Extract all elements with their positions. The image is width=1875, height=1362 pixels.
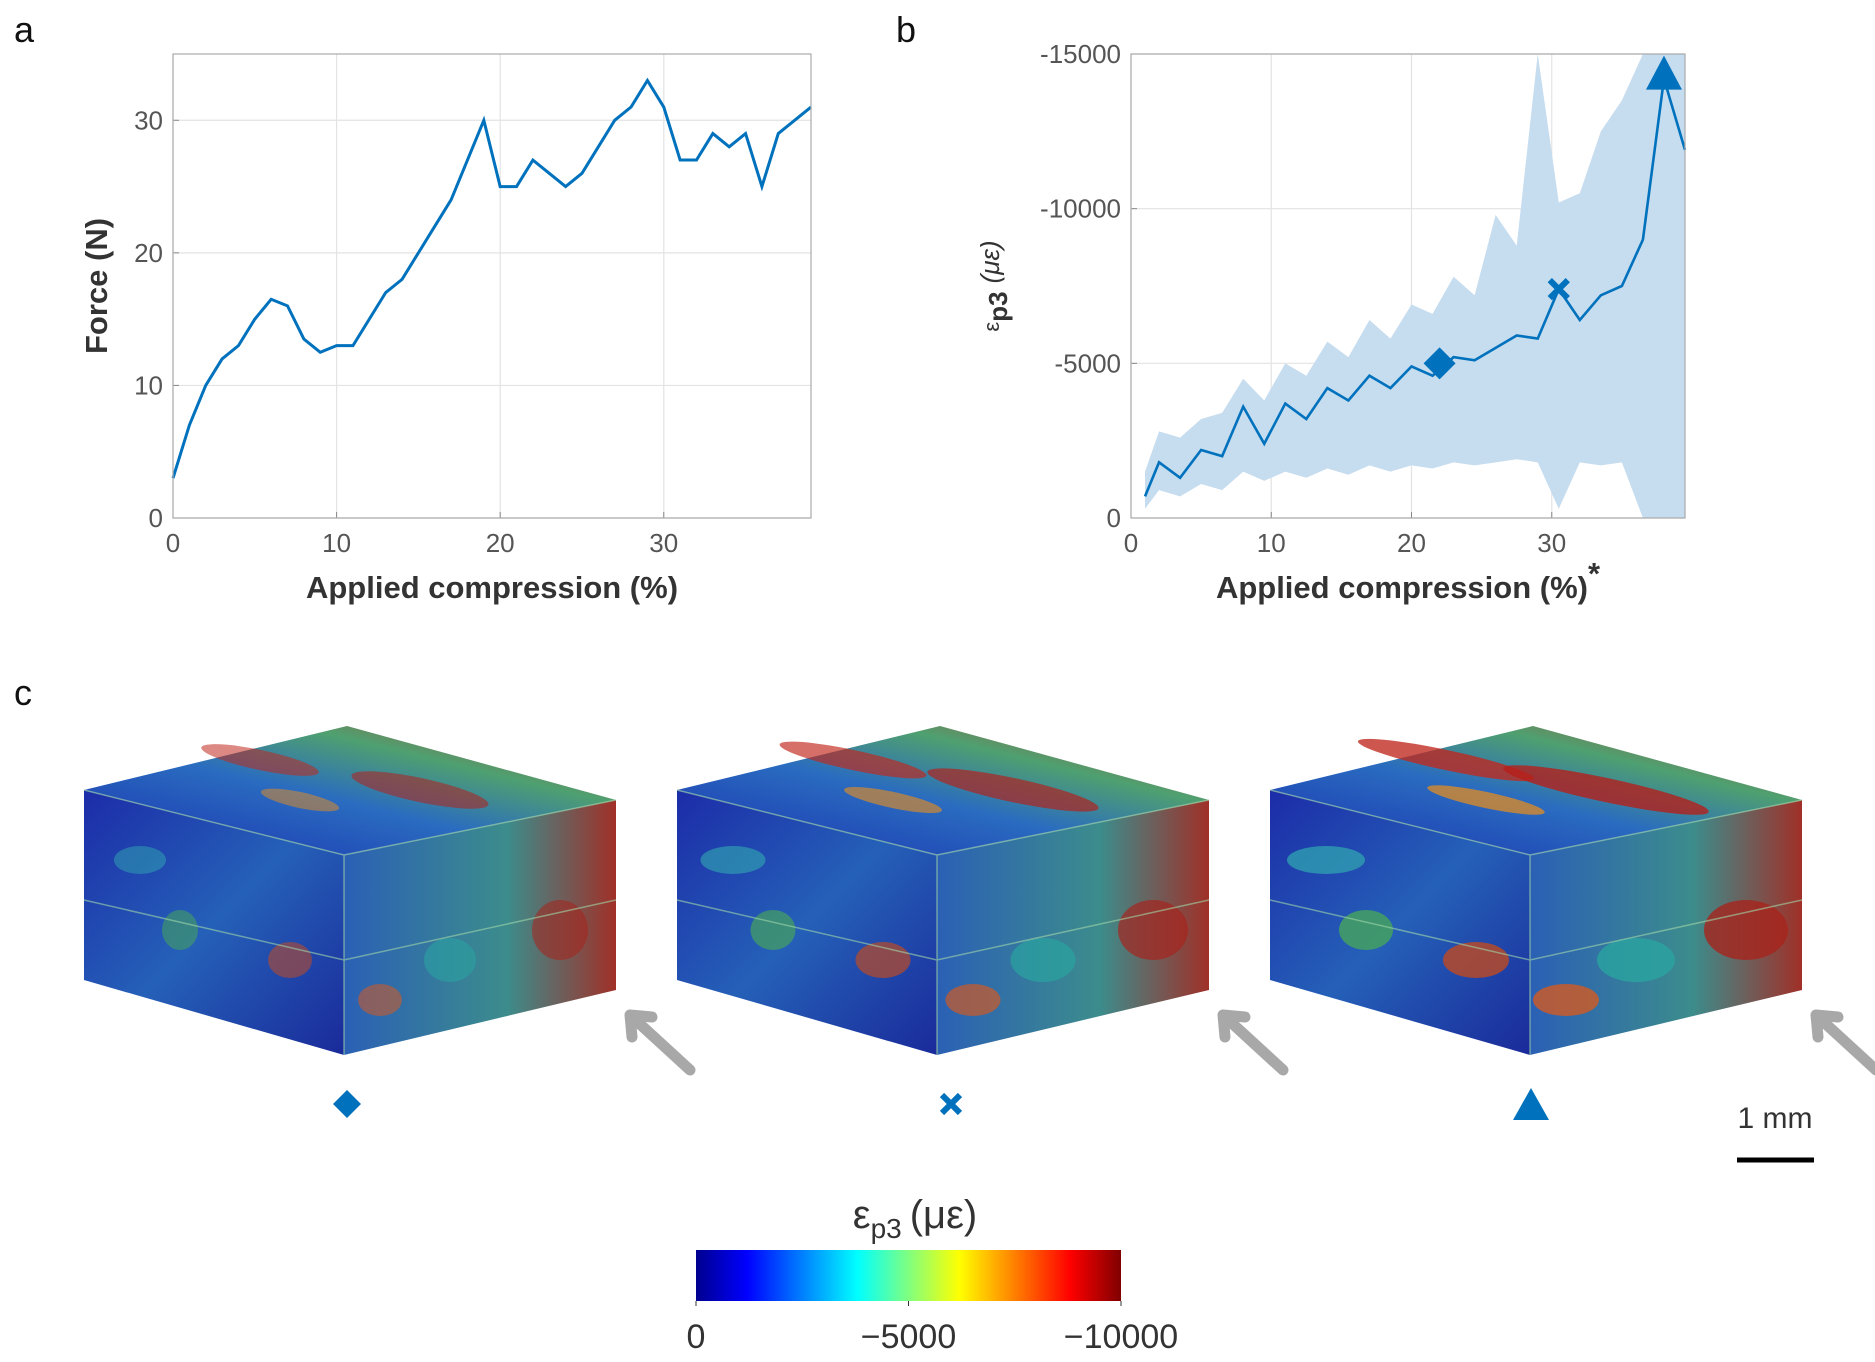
colorbar-title: εp3 (με) — [853, 1193, 978, 1244]
strain-blob — [779, 741, 927, 779]
confidence-band — [1145, 54, 1685, 518]
panel-label: b — [896, 9, 916, 50]
x-tick-label: 20 — [486, 528, 515, 558]
arrow — [1810, 1009, 1875, 1076]
y-tick-label: -10000 — [1040, 194, 1121, 224]
colorbar-tick-label: −10000 — [1064, 1318, 1178, 1356]
arrow — [1217, 1009, 1289, 1076]
panel-label: c — [14, 672, 32, 713]
y-tick-label: -5000 — [1055, 348, 1122, 378]
volume-right-face — [937, 800, 1209, 1055]
strain-blob — [1118, 900, 1188, 960]
colorbar-subscript: p3 — [871, 1213, 902, 1244]
marker-cross — [1547, 277, 1570, 301]
strain-blob — [1010, 938, 1076, 982]
volume-edges — [1269, 789, 1803, 1055]
arrow — [624, 1009, 696, 1076]
strain-blob — [114, 846, 166, 874]
strain-blob — [351, 771, 489, 809]
x-axis-label-text: Applied compression (%) — [1216, 570, 1588, 605]
strain-volume — [1269, 726, 1875, 1076]
strain-blob — [945, 984, 1001, 1016]
y-label-subscript: p3 — [983, 291, 1013, 321]
volume-edges — [83, 789, 617, 1055]
y-tick-label: 0 — [149, 503, 163, 533]
y-axis-label: Force (N) — [79, 218, 114, 354]
strain-blob — [358, 984, 402, 1016]
strain-blob — [1339, 910, 1393, 950]
colorbar-symbol: ε — [853, 1193, 871, 1237]
x-axis-label-note: * — [1588, 556, 1601, 591]
strain-blob — [1357, 738, 1535, 782]
plot-area — [173, 54, 811, 518]
strain-blob — [424, 938, 476, 982]
strain-blob — [162, 910, 198, 950]
strain-volume — [83, 726, 696, 1076]
colorbar-tick-label: 0 — [687, 1318, 706, 1356]
y-label-symbol: ε — [979, 322, 1004, 332]
x-axis-label: Applied compression (%) — [306, 570, 678, 605]
y-tick-label: -15000 — [1040, 39, 1121, 69]
x-tick-label: 30 — [1537, 528, 1566, 558]
plot-frame — [172, 53, 812, 519]
marker-triangle — [1645, 55, 1682, 90]
strain-blob — [1287, 846, 1365, 874]
y-tick-label: 20 — [134, 238, 163, 268]
data-line — [171, 77, 812, 479]
strain-blob — [1427, 785, 1545, 815]
colorbar-unit: (με) — [910, 1193, 978, 1237]
y-label-unit: (με) — [975, 240, 1005, 283]
panel-label: a — [14, 9, 35, 50]
data-line — [1143, 78, 1687, 497]
plot-frame — [1130, 53, 1686, 519]
strain-blob — [844, 786, 942, 814]
strain-blob — [268, 942, 312, 978]
symbol-cross — [939, 1092, 963, 1116]
strain-blob — [927, 768, 1099, 812]
strain-volume — [676, 726, 1289, 1076]
x-tick-label: 20 — [1397, 528, 1426, 558]
strain-blob — [700, 846, 766, 874]
strain-blob — [1503, 765, 1709, 815]
colorbar-tick-label: −5000 — [861, 1318, 957, 1356]
strain-blob — [260, 788, 340, 812]
y-tick-label: 30 — [134, 105, 163, 135]
colorbar — [696, 1250, 1121, 1301]
x-tick-label: 0 — [1124, 528, 1138, 558]
strain-blob — [201, 744, 319, 776]
strain-blob — [1597, 938, 1675, 982]
y-axis-label: εp3 (με) — [975, 240, 1013, 331]
x-axis-label: Applied compression (%)* — [1216, 556, 1601, 605]
strain-blob — [532, 900, 588, 960]
x-tick-label: 10 — [322, 528, 351, 558]
symbol-triangle — [1513, 1088, 1549, 1120]
x-axis-label-text: Applied compression (%) — [306, 570, 678, 605]
y-tick-label: 10 — [134, 370, 163, 400]
symbol-diamond — [333, 1090, 361, 1118]
x-tick-label: 0 — [166, 528, 180, 558]
volume-right-face — [344, 800, 616, 1055]
x-tick-label: 10 — [1257, 528, 1286, 558]
scale-bar-label: 1 mm — [1738, 1102, 1813, 1135]
y-tick-label: 0 — [1107, 503, 1121, 533]
x-tick-label: 30 — [649, 528, 678, 558]
strain-blob — [750, 910, 796, 950]
strain-blob — [1533, 984, 1599, 1016]
strain-blob — [1704, 900, 1788, 960]
marker-diamond — [1423, 347, 1456, 380]
volume-right-face — [1530, 800, 1802, 1055]
volume-edges — [676, 789, 1210, 1055]
